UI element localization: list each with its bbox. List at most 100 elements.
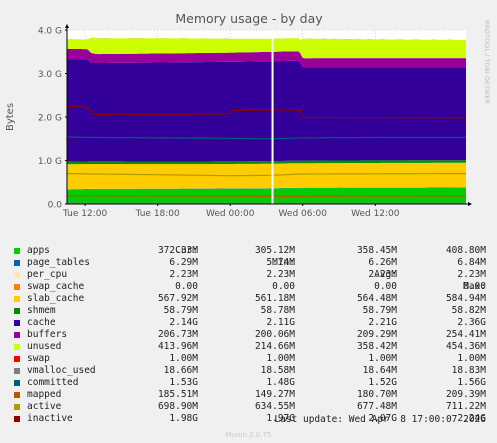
legend-max-value: 2.23M — [457, 269, 486, 280]
legend-cur-value: 6.29M — [169, 257, 198, 268]
line-active — [66, 172, 466, 177]
legend-swatch — [14, 320, 20, 326]
legend-max-value: 254.41M — [445, 329, 486, 340]
area-unused — [67, 37, 466, 59]
chart-title: Memory usage - by day — [175, 11, 323, 26]
legend-label: vmalloc_used — [27, 365, 96, 376]
legend-avg-value: 1.52G — [368, 377, 397, 388]
legend-max-value: 209.39M — [445, 389, 486, 400]
area-page-tables — [67, 187, 466, 190]
x-axis-arrow-icon — [468, 202, 472, 206]
legend-label: active — [27, 401, 62, 412]
munin-version-footer: Munin 2.0.75 — [225, 431, 272, 439]
legend-avg-value: 2.07G — [368, 413, 397, 424]
legend-row-mapped: mapped 185.51M 149.27M 180.70M 209.39M — [0, 389, 497, 401]
legend-max-value: 711.22M — [445, 401, 486, 412]
legend-row-buffers: buffers 206.73M 200.06M 209.29M 254.41M — [0, 329, 497, 341]
legend-avg-value: 0.00 — [374, 281, 397, 292]
legend-swatch — [14, 368, 20, 374]
area-shmem — [67, 160, 466, 165]
legend-max-value: 2.24G — [457, 413, 486, 424]
legend-min-value: 634.55M — [254, 401, 295, 412]
y-axis-label: Bytes — [5, 103, 16, 131]
legend-label: swap_cache — [27, 281, 85, 292]
y-tick-label: 1.0 G — [38, 157, 62, 167]
y-tick-label: 4.0 G — [38, 27, 62, 37]
legend-label: apps — [27, 245, 50, 256]
legend-row-slab-cache: slab_cache 567.92M 561.18M 564.48M 584.94M — [0, 293, 497, 305]
legend-avg-value: 1.00M — [368, 353, 397, 364]
legend-max-value: 584.94M — [445, 293, 486, 304]
legend-cur-value: 698.90M — [157, 401, 198, 412]
legend-swatch — [14, 404, 20, 410]
legend-swatch — [14, 356, 20, 362]
legend-cur-value: 18.66M — [163, 365, 198, 376]
legend-avg-value: 6.26M — [368, 257, 397, 268]
legend-row-swap-cache: swap_cache 0.00 0.00 0.00 0.00 — [0, 281, 497, 293]
legend-label: buffers — [27, 329, 68, 340]
legend-cur-value: 206.73M — [157, 329, 198, 340]
legend-label: swap — [27, 353, 50, 364]
legend-row-cache: cache 2.14G 2.11G 2.21G 2.36G — [0, 317, 497, 329]
legend-row-active: active 698.90M 634.55M 677.48M 711.22M — [0, 401, 497, 413]
legend-swatch — [14, 248, 20, 254]
legend-label: committed — [27, 377, 79, 388]
y-tick-label: 3.0 G — [38, 70, 62, 80]
legend-swatch — [14, 296, 20, 302]
legend-row-committed: committed 1.53G 1.48G 1.52G 1.56G — [0, 377, 497, 389]
area-buffers — [67, 48, 466, 68]
legend-cur-value: 567.92M — [157, 293, 198, 304]
legend-header: Cur: Min: Avg: Max: — [0, 233, 497, 292]
x-tick-label: Wed 12:00 — [351, 209, 400, 219]
legend-row-swap: swap 1.00M 1.00M 1.00M 1.00M — [0, 353, 497, 365]
legend-min-value: 1.00M — [266, 353, 295, 364]
header-max: Max: — [463, 281, 486, 292]
legend-min-value: 58.78M — [260, 305, 295, 316]
legend-cur-value: 1.98G — [169, 413, 198, 424]
legend-avg-value: 358.45M — [356, 245, 397, 256]
legend-avg-value: 180.70M — [356, 389, 397, 400]
legend-label: inactive — [27, 413, 73, 424]
header-avg: Avg: — [374, 269, 397, 280]
legend-swatch — [14, 392, 20, 398]
legend-min-value: 5.74M — [266, 257, 295, 268]
legend-label: unused — [27, 341, 62, 352]
legend-min-value: 200.06M — [254, 329, 295, 340]
legend-min-value: 2.23M — [266, 269, 295, 280]
header-min: Min: — [272, 257, 295, 268]
area-slab-cache — [67, 162, 466, 190]
legend-min-value: 1.48G — [266, 377, 295, 388]
x-tick-label: Tue 12:00 — [62, 209, 107, 219]
legend-label: slab_cache — [27, 293, 85, 304]
legend-cur-value: 413.96M — [157, 341, 198, 352]
legend-swatch — [14, 272, 20, 278]
legend-cur-value: 2.23M — [169, 269, 198, 280]
x-tick-label: Wed 06:00 — [279, 209, 328, 219]
legend-row-unused: unused 413.96M 214.66M 358.42M 454.36M — [0, 341, 497, 353]
legend-min-value: 2.11G — [266, 317, 295, 328]
legend-row-shmem: shmem 58.79M 58.78M 58.79M 58.82M — [0, 305, 497, 317]
legend-avg-value: 209.29M — [356, 329, 397, 340]
legend-swatch — [14, 284, 20, 290]
legend-cur-value: 1.53G — [169, 377, 198, 388]
legend-swatch — [14, 332, 20, 338]
x-tick-label: Tue 18:00 — [135, 209, 180, 219]
legend-min-value: 149.27M — [254, 389, 295, 400]
legend-row-page-tables: page_tables 6.29M 5.74M 6.26M 6.84M — [0, 257, 497, 269]
legend-max-value: 1.00M — [457, 353, 486, 364]
line-mapped — [67, 195, 467, 197]
legend-min-value: 0.00 — [272, 281, 295, 292]
line-inactive — [66, 105, 466, 119]
legend-max-value: 18.83M — [451, 365, 486, 376]
legend-row-inactive: inactive 1.98G 1.97G 2.07G 2.24G — [0, 413, 497, 425]
legend-min-value: 561.18M — [254, 293, 295, 304]
legend-max-value: 2.36G — [457, 317, 486, 328]
legend-row-vmalloc-used: vmalloc_used 18.66M 18.58M 18.64M 18.83M — [0, 365, 497, 377]
legend-max-value: 454.36M — [445, 341, 486, 352]
legend-avg-value: 564.48M — [356, 293, 397, 304]
legend-min-value: 1.97G — [266, 413, 295, 424]
legend-row-per-cpu: per_cpu 2.23M 2.23M 2.23M 2.23M — [0, 269, 497, 281]
legend-label: shmem — [27, 305, 56, 316]
legend-avg-value: 18.64M — [362, 365, 397, 376]
